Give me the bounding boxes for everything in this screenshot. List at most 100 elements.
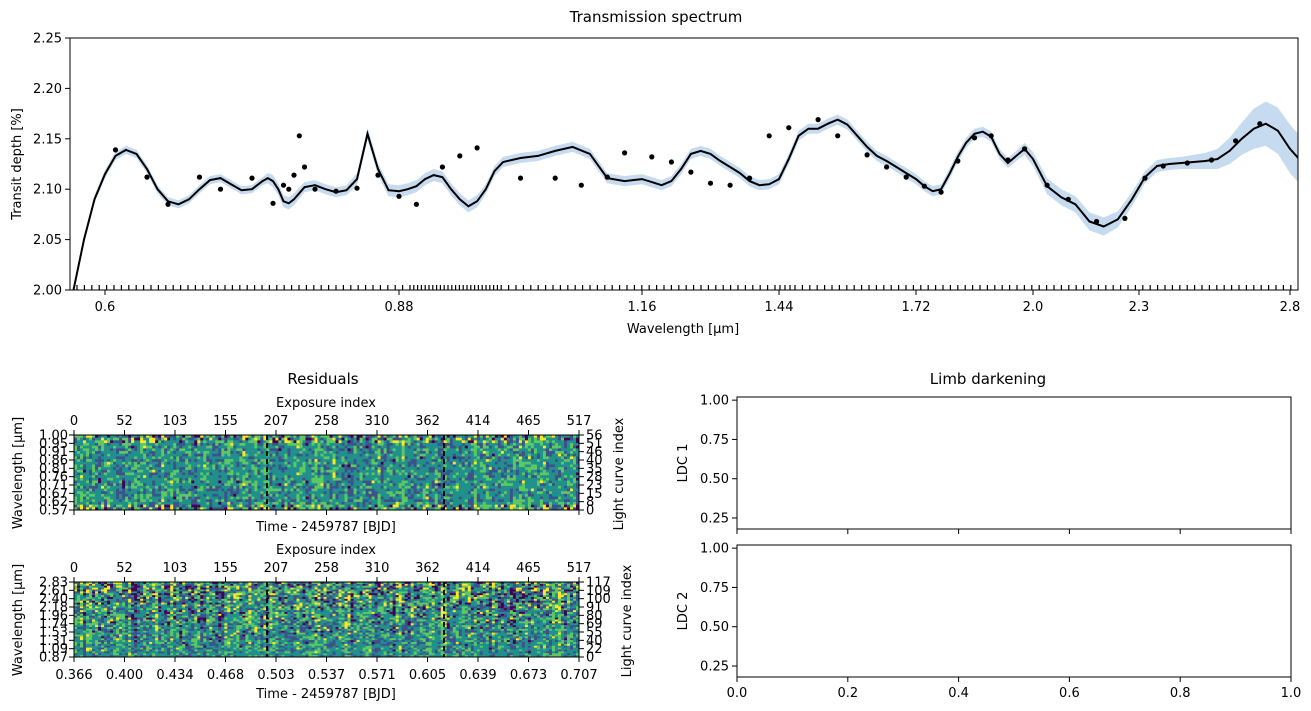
heat-cell: [182, 467, 186, 471]
data-point: [668, 159, 675, 165]
heat-cell: [521, 448, 526, 452]
heat-cell: [446, 475, 451, 479]
heat-cell: [248, 496, 252, 500]
heat-cell: [266, 496, 270, 500]
heat-cell: [569, 464, 574, 468]
heat-cell: [266, 501, 270, 505]
heat-cell: [80, 475, 84, 479]
heat-cell: [236, 469, 240, 473]
tick-label: 517: [567, 414, 592, 429]
heat-cell: [377, 467, 381, 471]
heat-cell: [122, 488, 126, 492]
heat-cell: [545, 459, 550, 463]
heat-cell: [290, 493, 294, 497]
heat-cell: [236, 483, 240, 487]
heat-cell: [194, 477, 198, 481]
heat-cell: [122, 448, 126, 452]
heat-cell: [251, 472, 255, 476]
heat-cell: [110, 501, 114, 505]
heat-cell: [314, 435, 318, 439]
heat-cell: [575, 448, 580, 452]
heat-cell: [461, 496, 466, 500]
heat-cell: [332, 483, 336, 487]
heat-cell: [404, 488, 409, 492]
heat-cell: [407, 483, 412, 487]
heat-cell: [389, 456, 393, 460]
heat-cell: [497, 445, 502, 449]
heat-cell: [533, 496, 538, 500]
heat-cell: [386, 467, 390, 471]
heat-cell: [173, 461, 177, 465]
heat-cell: [101, 475, 105, 479]
heat-cell: [404, 499, 409, 503]
heat-cell: [245, 488, 249, 492]
heat-cell: [284, 483, 288, 487]
heat-cell: [233, 459, 237, 463]
heat-cell: [389, 504, 393, 508]
heat-cell: [572, 445, 577, 449]
heat-cell: [386, 496, 390, 500]
heat-cell: [398, 461, 402, 465]
heat-cell: [212, 472, 216, 476]
heat-cell: [356, 483, 360, 487]
heat-cell: [179, 435, 183, 439]
data-point: [1208, 157, 1215, 163]
heat-cell: [455, 443, 460, 447]
heat-cell: [350, 501, 354, 505]
heat-cell: [146, 467, 150, 471]
heat-cell: [305, 480, 309, 484]
heat-cell: [572, 477, 577, 481]
heat-cell: [203, 499, 207, 503]
heat-cell: [452, 445, 457, 449]
heat-cell: [518, 440, 523, 444]
heat-cell: [527, 461, 532, 465]
heat-cell: [176, 453, 180, 457]
heat-cell: [518, 451, 523, 455]
heat-cell: [269, 448, 273, 452]
heat-cell: [440, 504, 445, 508]
heat-cell: [158, 456, 162, 460]
heat-cell: [542, 480, 547, 484]
heat-cell: [278, 493, 282, 497]
heat-cell: [368, 435, 372, 439]
heat-cell: [497, 467, 502, 471]
heat-cell: [548, 435, 553, 439]
heat-cell: [386, 448, 390, 452]
heat-cell: [203, 507, 207, 511]
heat-cell: [278, 461, 282, 465]
heat-cell: [416, 467, 421, 471]
heat-cell: [404, 483, 409, 487]
heat-cell: [128, 467, 132, 471]
heat-cell: [152, 451, 156, 455]
heat-cell: [272, 472, 276, 476]
residuals-title: Residuals: [287, 370, 358, 388]
heat-cell: [158, 496, 162, 500]
heat-cell: [374, 467, 378, 471]
heat-cell: [425, 493, 430, 497]
heat-cell: [161, 440, 165, 444]
heat-cell: [248, 488, 252, 492]
heat-cell: [92, 469, 96, 473]
heat-cell: [113, 501, 117, 505]
heat-cell: [299, 467, 303, 471]
heat-cell: [275, 493, 279, 497]
heat-cell: [218, 504, 222, 508]
heat-cell: [494, 472, 499, 476]
heat-cell: [194, 467, 198, 471]
heat-cell: [254, 443, 258, 447]
heat-cell: [344, 477, 348, 481]
heat-cell: [473, 477, 478, 481]
heat-cell: [386, 437, 390, 441]
heat-cell: [197, 504, 201, 508]
heat-cell: [548, 443, 553, 447]
heat-cell: [356, 461, 360, 465]
heat-cell: [182, 501, 186, 505]
heat-cell: [545, 445, 550, 449]
heat-cell: [107, 451, 111, 455]
heat-cell: [461, 456, 466, 460]
heat-cell: [395, 491, 399, 495]
heat-cell: [281, 448, 285, 452]
heat-cell: [563, 477, 568, 481]
heat-cell: [185, 451, 189, 455]
heat-cell: [269, 472, 273, 476]
